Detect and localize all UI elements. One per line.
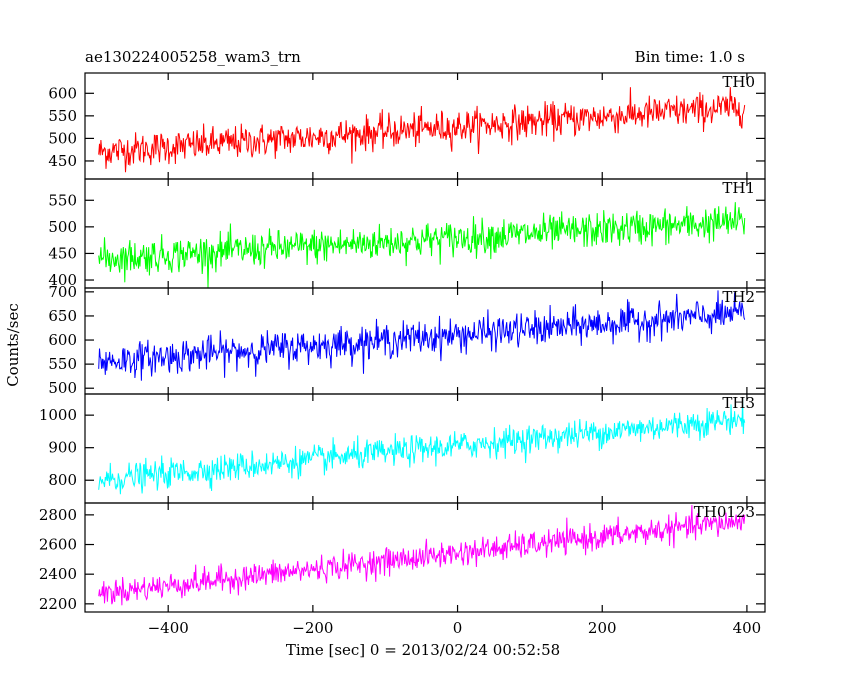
series-line-th1: [98, 202, 746, 288]
y-tick-label: 900: [48, 439, 77, 457]
panel-label-th0: TH0: [722, 73, 755, 91]
panel-label-th0123: TH0123: [694, 503, 755, 521]
x-tick-label: −400: [148, 619, 189, 637]
panel-label-th1: TH1: [722, 179, 755, 197]
y-tick-label: 500: [48, 218, 77, 236]
y-tick-label: 2600: [39, 536, 77, 554]
x-tick-label: 200: [588, 619, 617, 637]
y-tick-label: 650: [48, 307, 77, 325]
bin-time-label: Bin time: 1.0 s: [635, 48, 745, 66]
y-tick-label: 450: [48, 244, 77, 262]
series-line-th3: [98, 398, 746, 495]
panel-frame-th2: [84, 287, 766, 395]
series-line-th0123: [98, 505, 746, 606]
y-tick-label: 550: [48, 107, 77, 125]
y-tick-label: 600: [48, 84, 77, 102]
y-tick-label: 2400: [39, 565, 77, 583]
panel-frame-th1: [84, 178, 766, 289]
x-axis-label: Time [sec] 0 = 2013/02/24 00:52:58: [286, 641, 560, 659]
y-axis-label: Counts/sec: [4, 303, 22, 387]
chart-title: ae130224005258_wam3_trn: [85, 48, 301, 66]
y-tick-label: 2800: [39, 506, 77, 524]
y-tick-label: 600: [48, 331, 77, 349]
panel-label-th3: TH3: [722, 394, 755, 412]
y-tick-label: 800: [48, 471, 77, 489]
y-tick-label: 700: [48, 283, 77, 301]
y-tick-label: 2200: [39, 595, 77, 613]
y-tick-label: 550: [48, 355, 77, 373]
y-tick-label: 500: [48, 129, 77, 147]
y-tick-label: 450: [48, 152, 77, 170]
x-tick-label: −200: [292, 619, 333, 637]
panel-frame-th0123: [84, 502, 766, 613]
y-tick-label: 1000: [39, 406, 77, 424]
y-tick-label: 400: [48, 271, 77, 289]
panels-group: 450 500 550 600 TH0 400 450 500 550 TH1 500 550 600 6…: [39, 72, 766, 637]
series-line-th2: [98, 290, 746, 381]
y-tick-label: 500: [48, 379, 77, 397]
series-line-th0: [98, 87, 746, 173]
x-tick-label: 0: [453, 619, 463, 637]
panel-label-th2: TH2: [722, 288, 755, 306]
y-tick-label: 550: [48, 191, 77, 209]
x-tick-label: 400: [733, 619, 762, 637]
